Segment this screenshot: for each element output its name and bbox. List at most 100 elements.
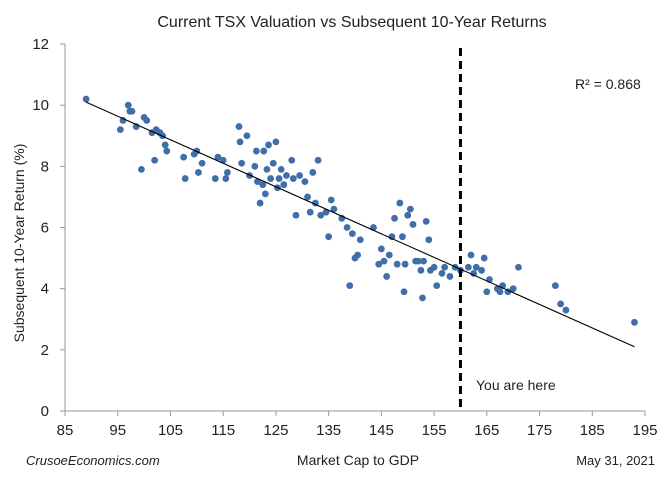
data-point bbox=[557, 300, 565, 308]
data-point bbox=[467, 251, 475, 259]
data-points bbox=[82, 95, 638, 326]
data-point bbox=[383, 273, 391, 280]
data-point bbox=[478, 266, 485, 274]
x-tick-label: 115 bbox=[211, 422, 235, 439]
axes: 85 95 105 115 125 135 145 155 165 175 185 195 0 2 4 6 8 1… bbox=[32, 36, 657, 439]
data-point bbox=[289, 175, 297, 182]
data-point bbox=[346, 282, 354, 290]
x-tick-label: 155 bbox=[422, 422, 447, 439]
data-point bbox=[138, 165, 145, 173]
data-point bbox=[354, 251, 362, 259]
data-point bbox=[214, 153, 222, 161]
data-point bbox=[356, 236, 364, 244]
data-point bbox=[317, 211, 325, 219]
data-point bbox=[195, 169, 202, 176]
data-point bbox=[243, 132, 251, 140]
data-point bbox=[399, 233, 406, 241]
y-tick-label: 2 bbox=[41, 342, 49, 359]
x-tick-label: 185 bbox=[580, 422, 605, 439]
data-point bbox=[496, 288, 504, 296]
data-point bbox=[256, 199, 264, 207]
data-point bbox=[422, 217, 430, 225]
data-point bbox=[414, 257, 422, 265]
y-axis-label: Subsequent 10-Year Return (%) bbox=[11, 144, 27, 343]
y-tick-label: 10 bbox=[32, 97, 49, 114]
y-tick-label: 8 bbox=[41, 158, 49, 175]
data-point bbox=[441, 263, 449, 271]
x-tick-label: 135 bbox=[316, 422, 341, 439]
x-tick-label: 145 bbox=[369, 422, 394, 439]
data-point bbox=[380, 257, 388, 265]
data-point bbox=[391, 214, 398, 222]
data-point bbox=[472, 263, 480, 271]
data-point bbox=[272, 138, 280, 146]
data-point bbox=[562, 306, 570, 314]
data-point bbox=[404, 211, 412, 219]
x-axis-label: Market Cap to GDP bbox=[297, 452, 419, 468]
data-point bbox=[304, 193, 311, 201]
data-point bbox=[409, 221, 417, 228]
data-point bbox=[509, 285, 517, 293]
data-point bbox=[296, 172, 304, 179]
data-point bbox=[551, 282, 559, 290]
data-point bbox=[385, 251, 393, 259]
data-point bbox=[419, 294, 426, 302]
y-tick-label: 12 bbox=[32, 36, 49, 53]
data-point bbox=[464, 263, 472, 271]
data-point bbox=[180, 153, 188, 161]
data-point bbox=[124, 101, 132, 109]
data-point bbox=[446, 273, 454, 280]
y-tick-label: 0 bbox=[41, 403, 49, 420]
data-point bbox=[236, 138, 244, 146]
data-point bbox=[425, 236, 433, 244]
x-tick-label: 95 bbox=[109, 422, 126, 439]
data-point bbox=[253, 147, 260, 155]
data-point bbox=[263, 165, 271, 173]
data-point bbox=[82, 95, 90, 103]
data-point bbox=[143, 117, 151, 124]
data-point bbox=[343, 224, 351, 231]
data-point bbox=[235, 123, 243, 130]
data-point bbox=[280, 181, 288, 189]
data-point bbox=[433, 282, 441, 290]
date-label: May 31, 2021 bbox=[576, 453, 655, 468]
data-point bbox=[348, 230, 356, 238]
data-point bbox=[515, 263, 522, 271]
data-point bbox=[161, 141, 169, 149]
data-point bbox=[430, 263, 438, 271]
data-point bbox=[181, 175, 189, 182]
data-point bbox=[306, 208, 314, 216]
x-tick-label: 195 bbox=[632, 422, 657, 439]
data-point bbox=[277, 165, 285, 173]
data-point bbox=[393, 260, 401, 268]
data-point bbox=[261, 190, 269, 198]
x-tick-label: 125 bbox=[263, 422, 288, 439]
data-point bbox=[400, 288, 408, 296]
data-point bbox=[375, 260, 383, 268]
data-point bbox=[327, 196, 335, 204]
data-point bbox=[330, 205, 338, 213]
x-tick-label: 105 bbox=[158, 422, 183, 439]
trendline-layer bbox=[85, 101, 635, 348]
data-point bbox=[396, 199, 404, 207]
data-point bbox=[238, 159, 246, 167]
y-tick-label: 6 bbox=[41, 220, 49, 237]
data-point bbox=[269, 159, 277, 167]
data-point bbox=[309, 169, 317, 176]
data-point bbox=[116, 126, 124, 134]
data-point bbox=[288, 156, 296, 164]
data-point bbox=[301, 178, 309, 186]
data-point bbox=[224, 169, 231, 176]
r-squared-label: R² = 0.868 bbox=[575, 76, 641, 92]
data-point bbox=[438, 269, 446, 277]
data-point bbox=[251, 162, 259, 170]
data-point bbox=[480, 254, 488, 262]
you-are-here-label: You are here bbox=[476, 377, 556, 393]
data-point bbox=[128, 107, 136, 115]
data-point bbox=[222, 175, 230, 182]
data-point bbox=[283, 172, 290, 179]
trendline bbox=[85, 101, 635, 348]
data-point bbox=[401, 260, 409, 268]
x-tick-label: 85 bbox=[57, 422, 74, 439]
